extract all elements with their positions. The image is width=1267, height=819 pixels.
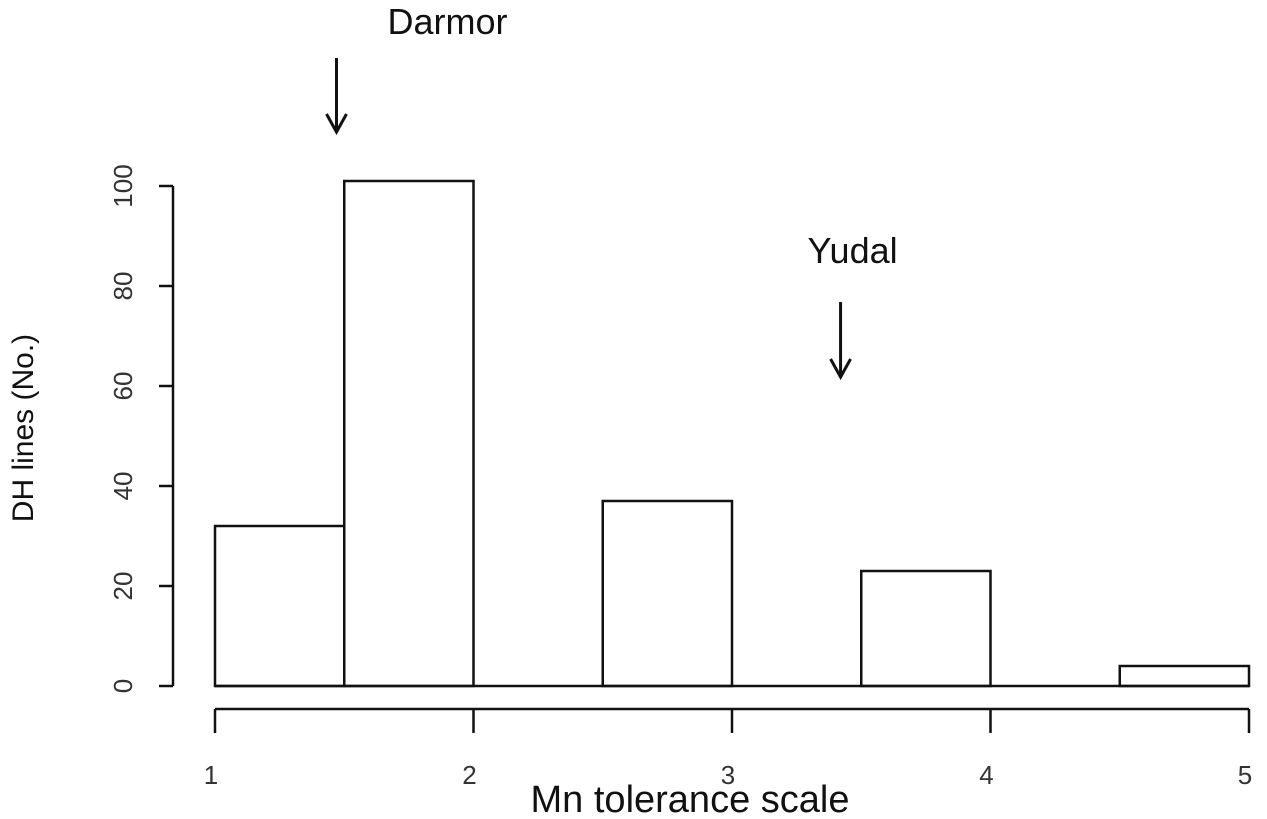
x-tick-label: 4 (979, 760, 993, 790)
y-axis-title: DH lines (No.) (7, 334, 40, 522)
x-tick-label: 1 (204, 760, 218, 790)
y-tick-label: 60 (108, 372, 138, 401)
y-tick-label: 100 (108, 164, 138, 207)
y-tick-label: 0 (108, 679, 138, 693)
annotation-arrow-head (325, 113, 348, 136)
annotation-label: Darmor (387, 1, 507, 42)
histogram-bar (343, 179, 475, 688)
x-axis-title: Mn tolerance scale (531, 779, 850, 819)
histogram-bar (601, 499, 734, 688)
histogram-bar (213, 524, 346, 688)
histogram-bar (860, 569, 992, 688)
y-axis: 0 20 40 60 80 100 (108, 164, 175, 693)
y-tick-label: 20 (108, 572, 138, 601)
annotation-label: Yudal (808, 230, 898, 271)
x-axis: 1 2 3 4 5 (204, 707, 1252, 790)
y-tick-label: 40 (108, 472, 138, 501)
x-tick-label: 3 (721, 760, 735, 790)
histogram-bar (1118, 664, 1251, 688)
bars-group (213, 179, 1251, 688)
y-tick-label: 80 (108, 272, 138, 301)
annotations-group: Darmor Yudal (325, 1, 898, 381)
annotation-arrow-head (829, 358, 852, 381)
x-tick-label: 5 (1238, 760, 1252, 790)
x-tick-label: 2 (462, 760, 476, 790)
